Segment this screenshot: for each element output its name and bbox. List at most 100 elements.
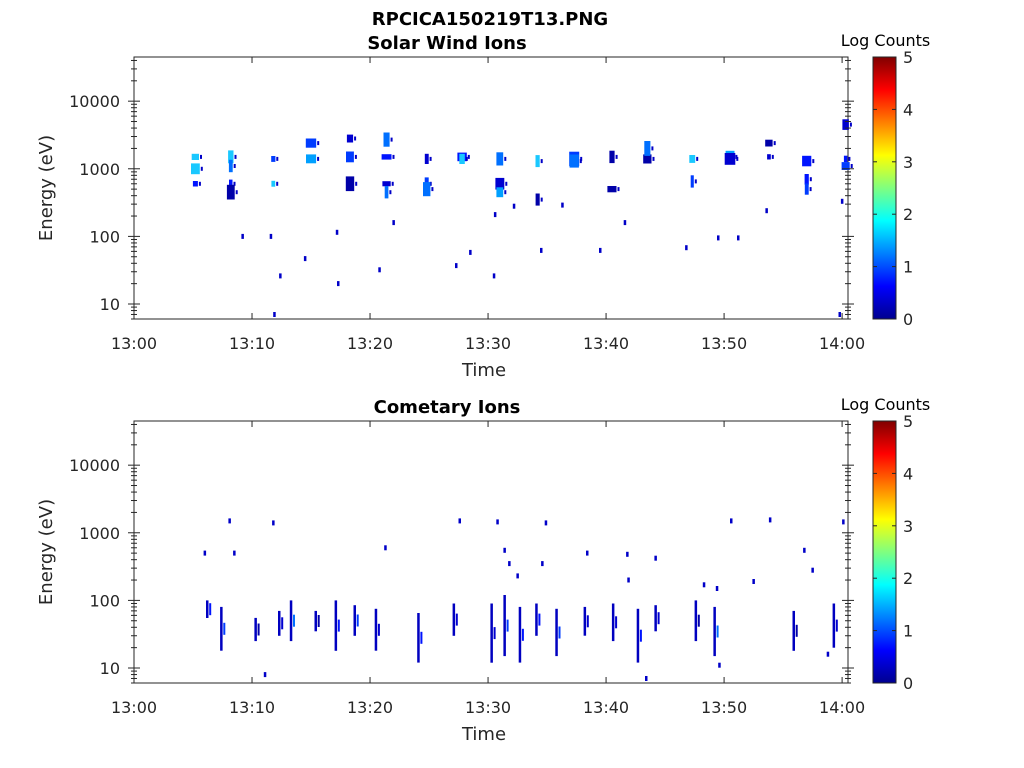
x-axis-label: Time xyxy=(461,360,506,381)
data-cell xyxy=(804,183,809,195)
y-tick-label: 100 xyxy=(89,227,120,246)
colorbar-tick-label: 3 xyxy=(903,517,913,536)
y-axis-label: Energy (eV) xyxy=(36,499,57,605)
data-point xyxy=(273,312,276,317)
colorbar-tick-label: 1 xyxy=(903,622,913,641)
data-cell xyxy=(467,154,470,159)
data-cell xyxy=(317,141,320,146)
data-column xyxy=(356,614,359,627)
data-point xyxy=(335,229,339,235)
data-column xyxy=(289,600,293,642)
data-column xyxy=(417,613,420,663)
data-cell xyxy=(390,137,393,142)
data-cell xyxy=(504,190,507,195)
x-tick-label: 13:10 xyxy=(229,334,275,353)
data-column xyxy=(490,603,493,663)
axes-box xyxy=(133,420,849,684)
data-point xyxy=(737,235,740,241)
x-tick-label: 13:10 xyxy=(229,698,275,717)
data-point xyxy=(702,582,706,588)
data-column xyxy=(832,603,836,648)
data-point xyxy=(718,662,721,668)
data-point xyxy=(623,220,627,226)
data-point xyxy=(586,550,589,556)
data-point xyxy=(392,220,395,226)
data-column xyxy=(555,608,558,657)
data-column xyxy=(374,608,378,651)
data-column xyxy=(337,619,340,632)
data-point xyxy=(203,550,207,556)
data-point xyxy=(826,651,830,657)
colorbar-label: Log Counts xyxy=(841,395,931,414)
data-point xyxy=(765,208,768,214)
solar-wind-ions-panel: Solar Wind Ions 13:00 13:10 13:20 13:30 13:40… xyxy=(36,31,930,381)
data-point xyxy=(233,550,236,556)
data-point xyxy=(561,202,564,208)
data-cell xyxy=(229,179,233,188)
data-cell xyxy=(200,166,203,171)
data-column xyxy=(317,615,320,627)
colorbar-tick-label: 0 xyxy=(903,674,913,693)
data-point xyxy=(540,247,543,253)
data-cell xyxy=(812,159,815,164)
data-cell xyxy=(389,190,392,195)
data-point xyxy=(493,212,497,218)
data-column xyxy=(538,613,541,626)
data-cell xyxy=(429,181,432,186)
data-column xyxy=(334,600,338,651)
data-point xyxy=(241,233,244,239)
data-cell xyxy=(802,155,812,167)
data-cell xyxy=(771,154,774,159)
colorbar-label: Log Counts xyxy=(841,31,931,50)
figure-title: RPCICA150219T13.PNG xyxy=(372,9,608,30)
data-point xyxy=(384,545,387,551)
data-column xyxy=(835,619,838,632)
data-column xyxy=(503,595,506,657)
data-column xyxy=(636,608,640,663)
data-point xyxy=(627,577,630,583)
data-column xyxy=(254,617,257,642)
data-cell xyxy=(736,156,739,161)
data-cell xyxy=(234,154,237,159)
x-tick-label: 13:30 xyxy=(465,698,511,717)
data-column xyxy=(206,600,209,618)
data-cell xyxy=(505,181,508,186)
data-cell xyxy=(305,138,317,148)
data-point xyxy=(279,273,282,279)
data-cell xyxy=(276,181,279,186)
data-column xyxy=(293,614,295,627)
data-column xyxy=(420,631,423,644)
data-point xyxy=(717,235,720,241)
data-cell xyxy=(346,151,354,163)
data-cell xyxy=(459,153,465,164)
y-tick-label: 10000 xyxy=(69,456,120,475)
data-cell xyxy=(381,154,392,160)
y-tick-label: 1000 xyxy=(79,160,120,179)
data-column xyxy=(583,606,587,636)
colorbar-tick-label: 4 xyxy=(903,100,913,119)
data-cell xyxy=(383,132,390,147)
data-cell xyxy=(306,154,317,164)
y-tick-label: 10000 xyxy=(69,92,120,111)
data-cell xyxy=(226,184,235,200)
data-cell xyxy=(690,175,694,188)
subplot-title: Solar Wind Ions xyxy=(367,33,526,54)
data-cell xyxy=(271,180,276,187)
data-cell xyxy=(535,193,540,206)
data-cell xyxy=(429,156,432,161)
data-column xyxy=(220,606,223,651)
data-column xyxy=(694,600,698,642)
y-tick-label: 1000 xyxy=(79,524,120,543)
data-cell xyxy=(579,159,582,164)
data-cell xyxy=(345,176,355,192)
data-point xyxy=(516,573,519,579)
data-column xyxy=(455,613,458,626)
data-column xyxy=(657,612,660,625)
data-column xyxy=(586,615,589,628)
x-tick-label: 13:20 xyxy=(347,334,393,353)
data-point xyxy=(496,519,499,525)
data-point xyxy=(378,267,381,273)
x-tick-label: 14:00 xyxy=(819,334,865,353)
data-point xyxy=(541,561,544,567)
data-cell xyxy=(643,154,652,164)
